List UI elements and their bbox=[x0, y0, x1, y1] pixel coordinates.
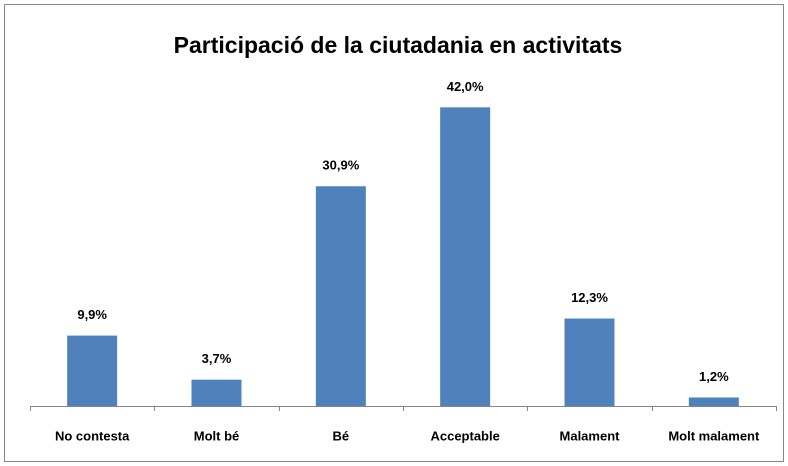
x-tick-label: Malament bbox=[560, 428, 621, 443]
x-tick-label: Bé bbox=[333, 428, 350, 443]
data-label: 9,9% bbox=[77, 307, 107, 322]
data-label: 1,2% bbox=[699, 369, 729, 384]
chart-border bbox=[4, 4, 784, 462]
data-label: 30,9% bbox=[322, 158, 359, 173]
x-tick-label: Molt malament bbox=[668, 428, 760, 443]
bar bbox=[67, 335, 118, 406]
x-tick-label: Molt bé bbox=[194, 428, 240, 443]
x-tick-label: No contesta bbox=[55, 428, 130, 443]
data-label: 42,0% bbox=[447, 79, 484, 94]
bar bbox=[191, 379, 242, 406]
x-tick-label: Acceptable bbox=[430, 428, 499, 443]
bar bbox=[688, 397, 739, 406]
data-label: 3,7% bbox=[202, 351, 232, 366]
bar bbox=[315, 186, 366, 406]
bar bbox=[564, 318, 615, 406]
chart-title: Participació de la ciutadania en activit… bbox=[174, 32, 623, 58]
data-label: 12,3% bbox=[571, 290, 608, 305]
bar bbox=[440, 107, 491, 406]
